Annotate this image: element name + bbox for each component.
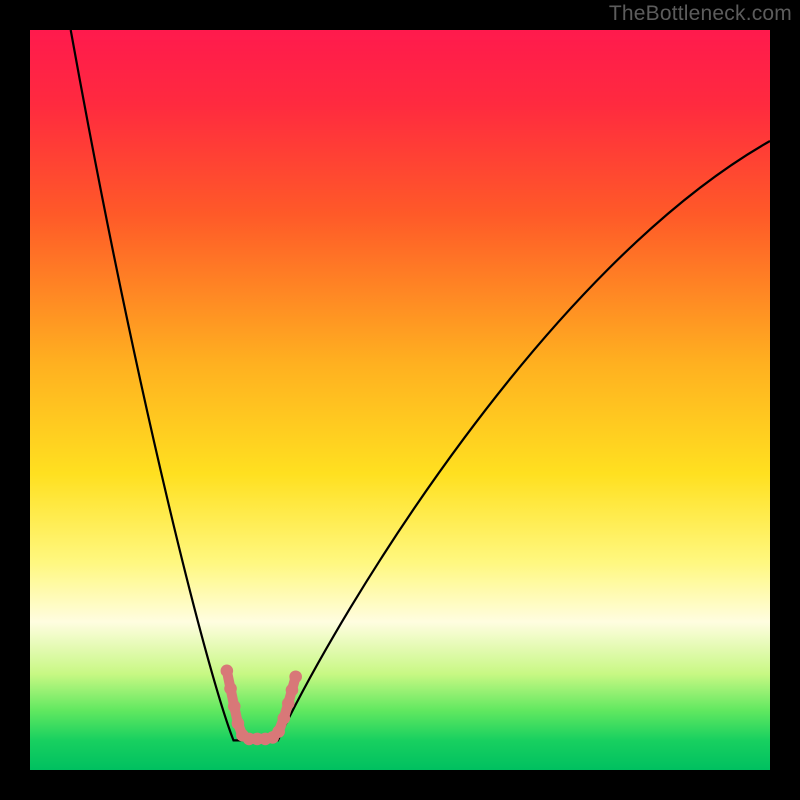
marker-dot [224, 682, 237, 695]
marker-dot [282, 697, 295, 710]
gradient-panel [30, 30, 770, 770]
marker-dot [289, 670, 302, 683]
marker-dot [221, 665, 234, 678]
bottleneck-chart-svg [0, 0, 800, 800]
watermark-text: TheBottleneck.com [609, 2, 792, 26]
chart-stage: TheBottleneck.com [0, 0, 800, 800]
marker-dot [278, 712, 291, 725]
marker-dot [228, 700, 241, 713]
marker-dot [232, 717, 245, 730]
marker-dot [272, 725, 285, 738]
marker-dot [286, 684, 299, 697]
